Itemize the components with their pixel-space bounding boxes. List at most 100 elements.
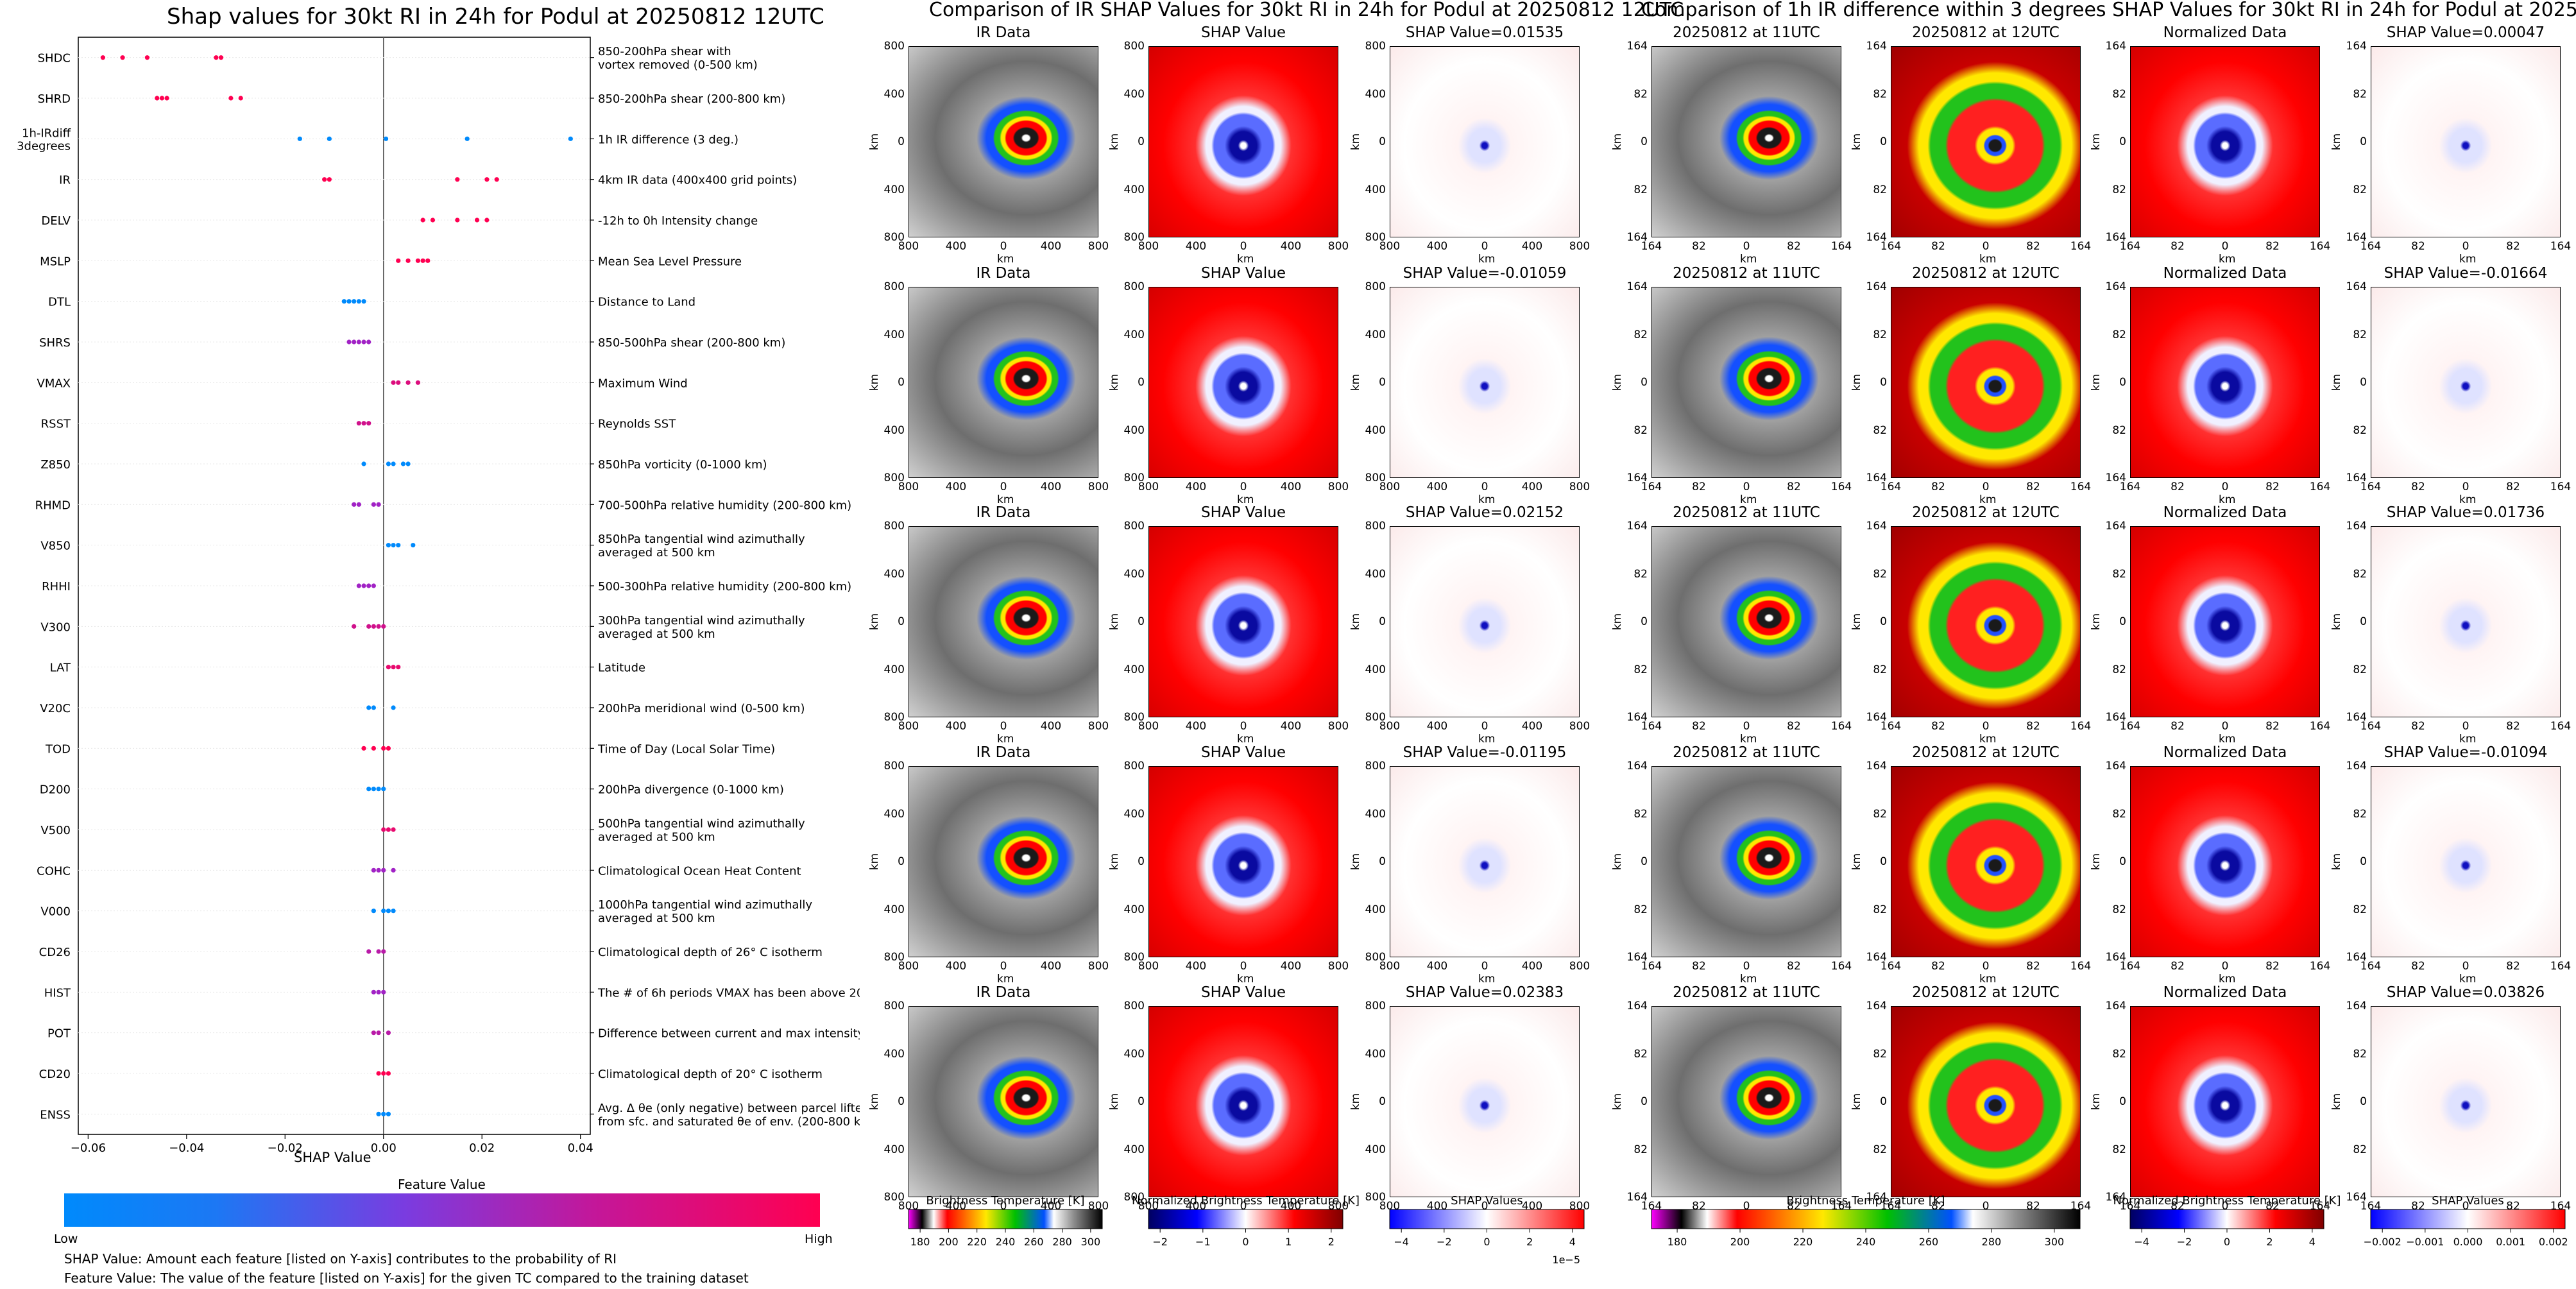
panel-x-tick: 164 [2550, 481, 2572, 493]
panel-x-tick: 164 [1830, 481, 1852, 493]
panel-y-tick: 0 [1379, 135, 1386, 148]
colorbar-seis [1148, 1209, 1343, 1229]
map-panel-norm [2130, 1006, 2320, 1197]
colorbar-tick-label: 180 [1668, 1236, 1687, 1248]
colorbar-tick-label: 2 [2266, 1236, 2273, 1248]
shap-point [396, 665, 401, 670]
shap-point [391, 665, 396, 670]
panel-x-tick: 400 [1426, 481, 1448, 493]
shap-point [144, 55, 150, 60]
map-panel-ir [1651, 766, 1841, 957]
panel-y-tick: 164 [2105, 520, 2126, 533]
panel-title: 20250812 at 12UTC [1912, 984, 2060, 1001]
panel-y-tick: 82 [1873, 1047, 1887, 1061]
feature-name-label: DTL [48, 296, 71, 309]
shap-point [371, 624, 376, 629]
panel-y-tick: 400 [1123, 663, 1145, 676]
panel-x-tick: 400 [1426, 240, 1448, 253]
panel-y-tick: 82 [1873, 328, 1887, 341]
shap-point [396, 543, 401, 548]
panel-x-tick: 82 [2265, 240, 2280, 253]
shap-point [356, 502, 361, 507]
panel-y-tick: 0 [1880, 135, 1887, 148]
colorbar-tick-label: 0.002 [2539, 1236, 2568, 1248]
panel-x-tick: 0 [2462, 960, 2469, 973]
panel-x-tick: 800 [898, 240, 919, 253]
panel-y-tick: 0 [1641, 855, 1648, 868]
panel-x-tick: 0 [2221, 481, 2229, 493]
panel-y-tick: 164 [2346, 951, 2367, 964]
panel-title: Normalized Data [2163, 744, 2287, 761]
x-tick-label: −0.04 [169, 1141, 204, 1155]
feature-description-label: vortex removed (0-500 km) [598, 58, 758, 72]
panel-y-tick: 400 [1365, 1143, 1386, 1156]
panel-x-tick: 0 [2221, 1200, 2229, 1213]
panel-y-tick: 800 [883, 711, 905, 724]
shap-point [371, 502, 376, 507]
panel-y-tick: 164 [2105, 231, 2126, 244]
panel-y-tick: 400 [1365, 807, 1386, 821]
shap-point [391, 827, 396, 832]
shap-point [376, 989, 381, 994]
feature-description-label: from sfc. and saturated θe of env. (200-… [598, 1115, 860, 1129]
shap-point [356, 421, 361, 426]
panel-title: 20250812 at 11UTC [1673, 265, 1820, 282]
panel-y-tick: 400 [883, 1047, 905, 1061]
shap-point [430, 218, 436, 223]
feature-name-label: Z850 [40, 458, 71, 472]
panel-y-tick: 164 [1626, 951, 1648, 964]
map-panel-ir [908, 526, 1098, 717]
panel-x-tick: 0 [1982, 1200, 1990, 1213]
panel-x-tick: 82 [2411, 720, 2425, 733]
feature-name-label: ENSS [40, 1108, 71, 1122]
panel-y-tick: 82 [1633, 1143, 1648, 1156]
panel-y-tick: 0 [2119, 135, 2126, 148]
colorbar-bt [908, 1209, 1103, 1229]
shap-point [381, 1111, 386, 1116]
shap-point [465, 136, 470, 141]
shap-point [381, 867, 386, 873]
panel-y-tick: 0 [1138, 615, 1145, 628]
panel-title: SHAP Value=-0.01059 [1403, 265, 1567, 282]
map-panel-ir [908, 46, 1098, 237]
panel-y-tick: 0 [1138, 135, 1145, 148]
colorbar-tick-label: −0.002 [2364, 1236, 2401, 1248]
panel-x-label: km [1979, 973, 1997, 986]
panel-y-tick: 82 [2353, 1047, 2367, 1061]
panel-x-tick: 164 [2309, 720, 2331, 733]
panel-x-tick: 800 [1569, 720, 1591, 733]
panel-y-tick: 400 [1123, 328, 1145, 341]
panel-x-label: km [1237, 253, 1254, 266]
map-panel-norm [1148, 526, 1338, 717]
panel-y-tick: 800 [1365, 1000, 1386, 1012]
shap-point [391, 867, 396, 873]
panel-y-label: km [1850, 853, 1864, 871]
panel-x-tick: 82 [2026, 240, 2040, 253]
panel-y-tick: 400 [1365, 1047, 1386, 1061]
map-panel-shap [2371, 46, 2561, 237]
map-panel-norm [1148, 766, 1338, 957]
panel-y-tick: 164 [1866, 951, 1887, 964]
panel-x-tick: 82 [1787, 960, 1801, 973]
shap-point [361, 583, 366, 588]
panel-x-label: km [1237, 973, 1254, 986]
shap-point [386, 1111, 391, 1116]
panel-y-tick: 0 [2360, 1095, 2367, 1108]
colorbar-tick-label: 240 [1856, 1236, 1876, 1248]
panel-y-tick: 0 [1641, 135, 1648, 148]
shap-point [100, 55, 105, 60]
panel-y-tick: 82 [1633, 807, 1648, 821]
panel-x-tick: 800 [1327, 960, 1349, 973]
panel-y-tick: 82 [1873, 567, 1887, 581]
panel-x-tick: 82 [2411, 481, 2425, 493]
panel-y-tick: 400 [1123, 1143, 1145, 1156]
shap-point [366, 787, 371, 792]
panel-x-tick: 800 [1088, 960, 1109, 973]
feature-value-note: Feature Value: The value of the feature … [64, 1270, 749, 1286]
panel-y-label: km [2090, 853, 2103, 871]
panel-y-label: km [1611, 373, 1625, 391]
shap-xlabel: SHAP Value [294, 1150, 371, 1165]
shap-point [405, 380, 411, 385]
panel-y-tick: 82 [1873, 87, 1887, 101]
map-panel-norm [2130, 46, 2320, 237]
